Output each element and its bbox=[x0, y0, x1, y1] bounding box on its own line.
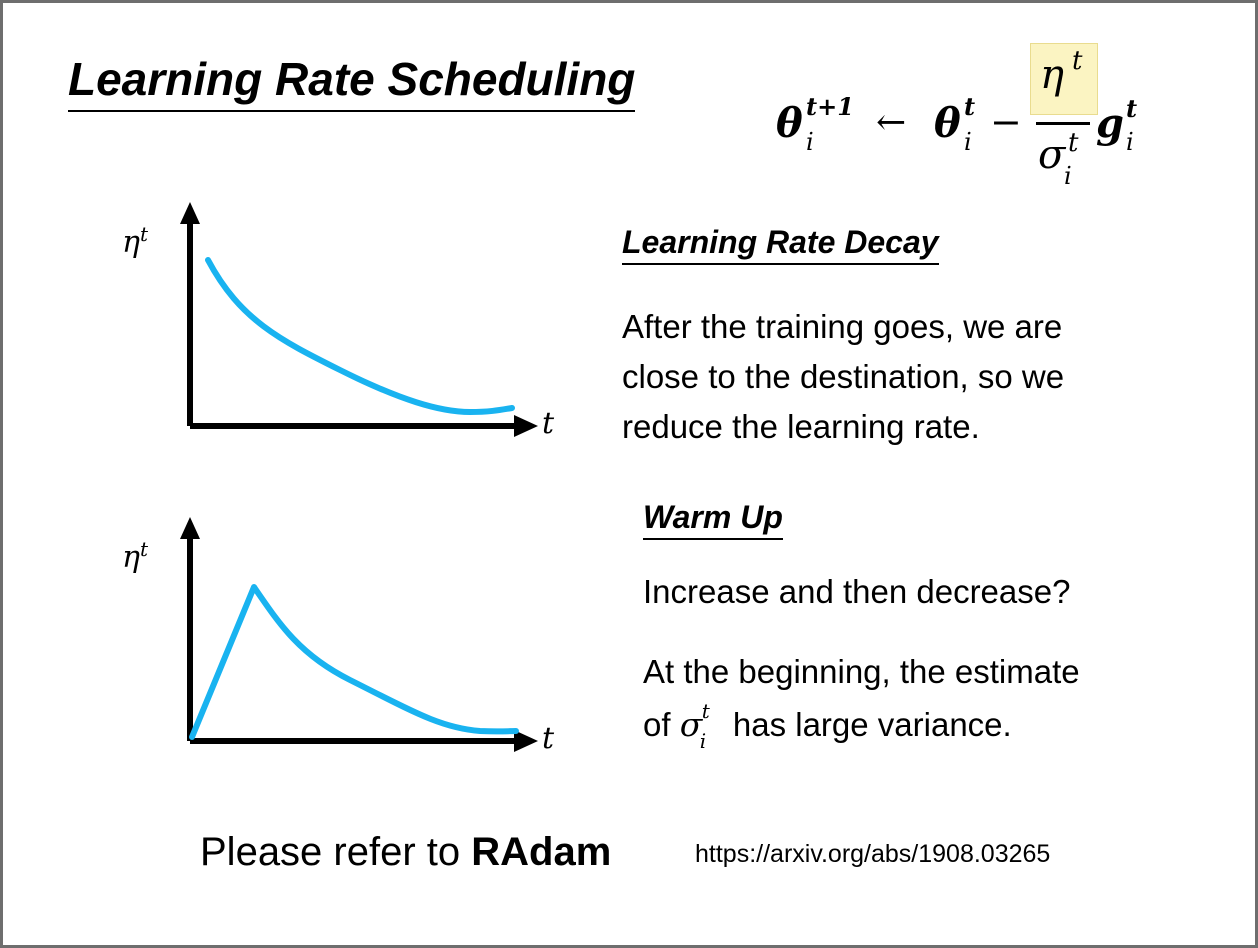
warmup-question: Increase and then decrease? bbox=[643, 573, 1071, 610]
eta-numerator: η bbox=[1040, 52, 1064, 98]
gradient-g-sub: i bbox=[1126, 128, 1134, 156]
gradient-g: g bbox=[1096, 100, 1124, 147]
gradient-g-sup: t bbox=[1126, 94, 1138, 123]
theta-current-sup: t bbox=[964, 92, 976, 121]
slide-title: Learning Rate Scheduling bbox=[68, 52, 636, 112]
eta-highlight bbox=[1030, 43, 1098, 115]
warmup-heading: Warm Up bbox=[643, 499, 783, 540]
eta-numerator-sup: t bbox=[1072, 46, 1083, 76]
sigma-inline: σ t i bbox=[679, 699, 710, 753]
decay-curve bbox=[205, 257, 515, 416]
decay-plot bbox=[180, 202, 538, 437]
theta-current-sub: i bbox=[964, 128, 972, 156]
sigma-denominator-sup: t bbox=[1068, 128, 1079, 158]
arxiv-link[interactable]: https://arxiv.org/abs/1908.03265 bbox=[695, 840, 1051, 868]
warmup-line-3: of σ t i has large variance. bbox=[643, 699, 1012, 753]
decay-heading: Learning Rate Decay bbox=[622, 224, 939, 265]
assign-arrow: ← bbox=[876, 102, 907, 143]
theta-current: θ bbox=[934, 100, 961, 147]
decay-description: After the training goes, we are close to… bbox=[622, 302, 1064, 452]
decay-line-3: reduce the learning rate. bbox=[622, 408, 980, 445]
fraction-bar bbox=[1036, 122, 1090, 125]
warmup-y-axis-label: ηt bbox=[122, 537, 149, 575]
warmup-line-2: At the beginning, the estimate bbox=[643, 653, 1080, 690]
theta-next-sub: i bbox=[806, 128, 814, 156]
theta-next: θ bbox=[776, 100, 803, 147]
decay-x-axis-label: t bbox=[542, 406, 555, 441]
warmup-curve bbox=[189, 584, 519, 740]
decay-line-2: close to the destination, so we bbox=[622, 358, 1065, 395]
warmup-x-axis-label: t bbox=[542, 721, 555, 756]
sigma-denominator: σ bbox=[1038, 132, 1066, 178]
warmup-plot bbox=[180, 517, 538, 752]
decay-y-axis-label: ηt bbox=[122, 222, 149, 260]
radam-reference: Please refer to RAdam bbox=[200, 830, 612, 874]
theta-next-sup: t+1 bbox=[806, 92, 854, 121]
sigma-denominator-sub: i bbox=[1064, 162, 1072, 190]
decay-line-1: After the training goes, we are bbox=[622, 308, 1063, 345]
minus-sign: − bbox=[990, 100, 1022, 144]
